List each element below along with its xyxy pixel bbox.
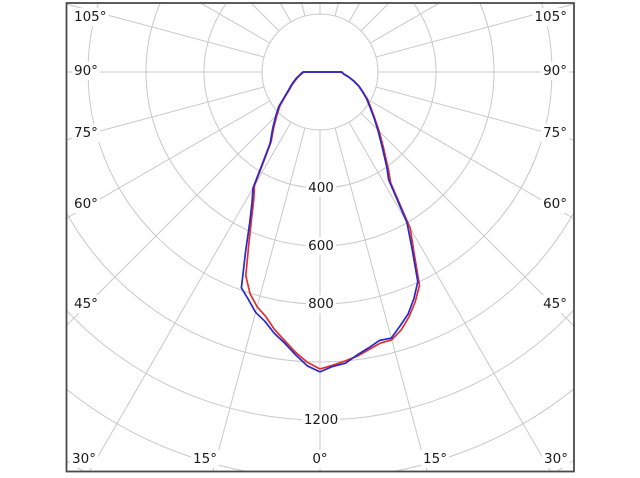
- ring-label: 800: [308, 296, 334, 312]
- angle-label-bottom-mask: [421, 450, 449, 468]
- angle-label-bottom-mask: [70, 450, 98, 468]
- angle-label-right: 90°: [543, 63, 567, 79]
- angle-label-left: 105°: [74, 9, 107, 25]
- angle-label-left: 60°: [74, 196, 98, 212]
- plot-border: [65, 2, 575, 473]
- angle-label-right-mask: [541, 295, 569, 313]
- grid-spoke: [375, 3, 574, 58]
- angle-label-left: 90°: [74, 63, 98, 79]
- ring-label-mask: [301, 411, 341, 429]
- ring-label: 1200: [304, 412, 338, 428]
- angle-label-left-mask: [72, 8, 109, 26]
- grid-spoke: [348, 121, 552, 472]
- ring-label-mask: [306, 295, 336, 313]
- angle-label-right-mask: [541, 62, 569, 80]
- angle-label-left: 75°: [74, 125, 98, 141]
- angle-label-right-mask: [541, 124, 569, 142]
- angle-label-bottom-mask: [310, 450, 330, 468]
- grid-spoke: [66, 86, 265, 141]
- grid-spoke: [66, 3, 265, 58]
- ring-label: 600: [308, 238, 334, 254]
- ring-label-mask: [306, 179, 336, 197]
- angle-label-right-mask: [541, 195, 569, 213]
- angle-label-left-mask: [72, 295, 100, 313]
- grid-spoke: [334, 127, 428, 472]
- grid-spoke: [360, 112, 574, 327]
- angle-label-right-mask: [532, 8, 569, 26]
- grid-spoke: [250, 3, 280, 32]
- angle-label-bottom: 30°: [72, 451, 96, 467]
- angle-label-right: 60°: [543, 196, 567, 212]
- angle-label-bottom: 15°: [423, 451, 447, 467]
- grid-spoke: [66, 112, 280, 327]
- angle-label-left: 45°: [74, 296, 98, 312]
- grid-spoke: [360, 3, 390, 32]
- angle-label-bottom-mask: [542, 450, 570, 468]
- angle-label-right: 105°: [534, 9, 567, 25]
- intensity-curve-blue: [240, 71, 419, 373]
- angle-label-right: 75°: [543, 125, 567, 141]
- angle-label-bottom: 0°: [312, 451, 327, 467]
- intensity-curve-red: [244, 71, 421, 370]
- curves: [240, 71, 421, 373]
- ring-label: 400: [308, 180, 334, 196]
- angle-label-left-mask: [72, 62, 100, 80]
- grid-spoke: [212, 127, 306, 472]
- ring-label-mask: [306, 237, 336, 255]
- angle-label-bottom: 30°: [544, 451, 568, 467]
- angle-label-right: 45°: [543, 296, 567, 312]
- grid-spoke: [375, 86, 574, 141]
- angle-label-left-mask: [72, 124, 100, 142]
- angle-label-bottom-mask: [191, 450, 219, 468]
- grid-spoke: [369, 3, 441, 44]
- angle-label-left-mask: [72, 195, 100, 213]
- angle-label-bottom: 15°: [193, 451, 217, 467]
- grid-spoke: [199, 3, 271, 44]
